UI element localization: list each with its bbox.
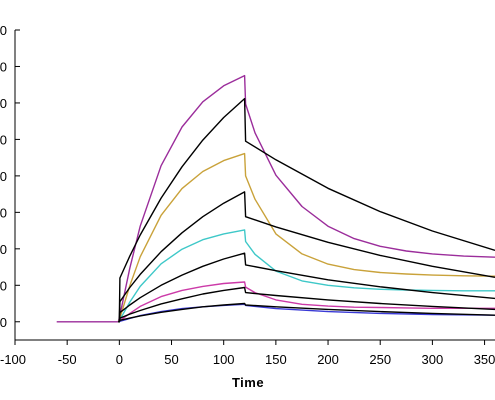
x-axis-ticks: -100 -50 0 50 100 150 200 250 300 350 — [0, 340, 495, 367]
data-curve-0 — [56, 74, 495, 323]
fit-curve-7 — [118, 252, 495, 323]
y-tick-label: 0 — [0, 59, 7, 74]
fit-curve-8 — [118, 286, 495, 323]
x-tick-label: 50 — [164, 352, 178, 367]
fit-curve-5 — [118, 97, 495, 323]
x-tick-label: 100 — [213, 352, 235, 367]
y-tick-label: 0 — [0, 169, 7, 184]
y-tick-label: 0 — [0, 205, 7, 220]
x-tick-label: -50 — [58, 352, 77, 367]
y-tick-label: 0 — [0, 23, 7, 38]
x-tick-label: -100 — [0, 352, 26, 367]
x-tick-label: 0 — [116, 352, 123, 367]
y-tick-label: 0 — [0, 132, 7, 147]
x-tick-label: 150 — [265, 352, 287, 367]
series-layer — [56, 74, 495, 323]
x-tick-label: 200 — [317, 352, 339, 367]
x-tick-label: 350 — [474, 352, 495, 367]
fit-curve-6 — [118, 191, 495, 323]
data-curve-3 — [117, 281, 495, 323]
fit-curve-9 — [118, 302, 495, 323]
y-tick-label: 0 — [0, 278, 7, 293]
y-tick-label: 0 — [0, 96, 7, 111]
y-tick-label: 0 — [0, 242, 7, 257]
x-tick-label: 300 — [422, 352, 444, 367]
x-tick-label: 250 — [369, 352, 391, 367]
x-axis-title: Time — [232, 375, 264, 390]
data-curve-1 — [117, 152, 495, 323]
y-tick-label: 0 — [0, 315, 7, 330]
y-axis-ticks: 0 0 0 0 0 0 0 0 0 — [0, 23, 20, 330]
